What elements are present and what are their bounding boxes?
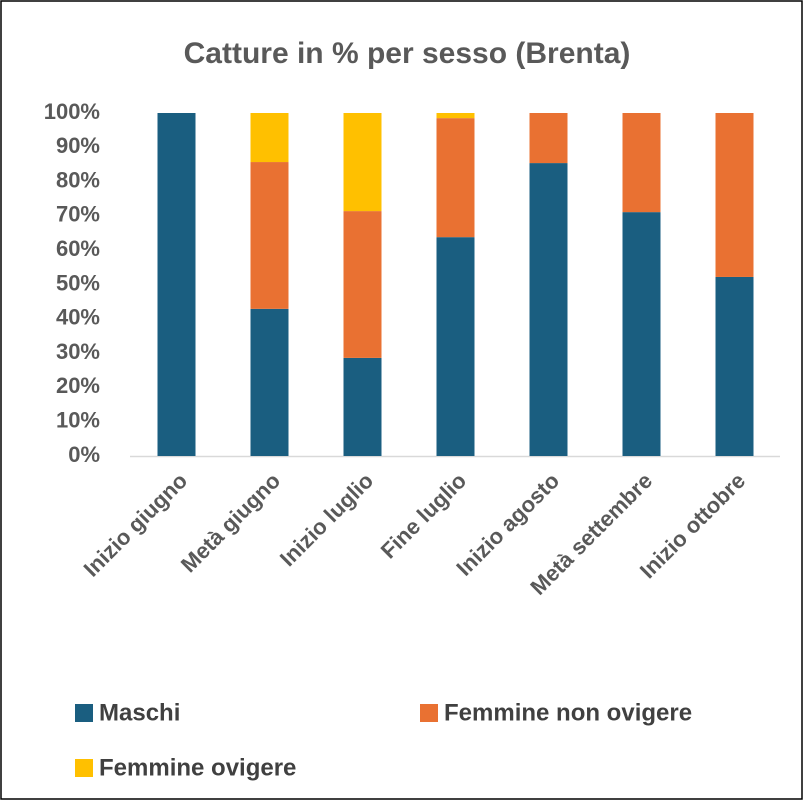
y-tick-label: 50%	[56, 270, 100, 295]
bar-segment	[436, 237, 475, 456]
legend-swatch	[75, 759, 93, 777]
y-tick-label: 20%	[56, 373, 100, 398]
bar-segment	[436, 113, 475, 119]
y-tick-label: 0%	[68, 442, 100, 467]
bar-segment	[529, 163, 568, 456]
bar-segment	[436, 118, 475, 238]
y-tick-label: 30%	[56, 339, 100, 364]
y-tick-label: 80%	[56, 167, 100, 192]
bar-segment	[715, 113, 754, 277]
legend-swatch	[75, 704, 93, 722]
bar-segment	[622, 212, 661, 456]
legend-label: Maschi	[99, 699, 180, 726]
bar-segment	[529, 113, 568, 164]
y-tick-label: 100%	[44, 99, 100, 124]
legend-label: Femmine ovigere	[99, 754, 296, 781]
bar-segment	[343, 113, 382, 212]
y-tick-label: 60%	[56, 236, 100, 261]
y-tick-label: 70%	[56, 202, 100, 227]
legend-swatch	[420, 704, 438, 722]
bar-segment	[157, 113, 196, 456]
bar-segment	[250, 308, 289, 456]
chart-title: Catture in % per sesso (Brenta)	[184, 37, 631, 70]
bar-segment	[715, 276, 754, 456]
bar-segment	[250, 162, 289, 309]
legend-label: Femmine non ovigere	[444, 699, 692, 726]
y-tick-label: 40%	[56, 305, 100, 330]
bar-segment	[343, 357, 382, 456]
bar-segment	[622, 113, 661, 213]
bar-segment	[250, 113, 289, 163]
bar-segment	[343, 211, 382, 358]
y-tick-label: 10%	[56, 408, 100, 433]
y-tick-label: 90%	[56, 133, 100, 158]
